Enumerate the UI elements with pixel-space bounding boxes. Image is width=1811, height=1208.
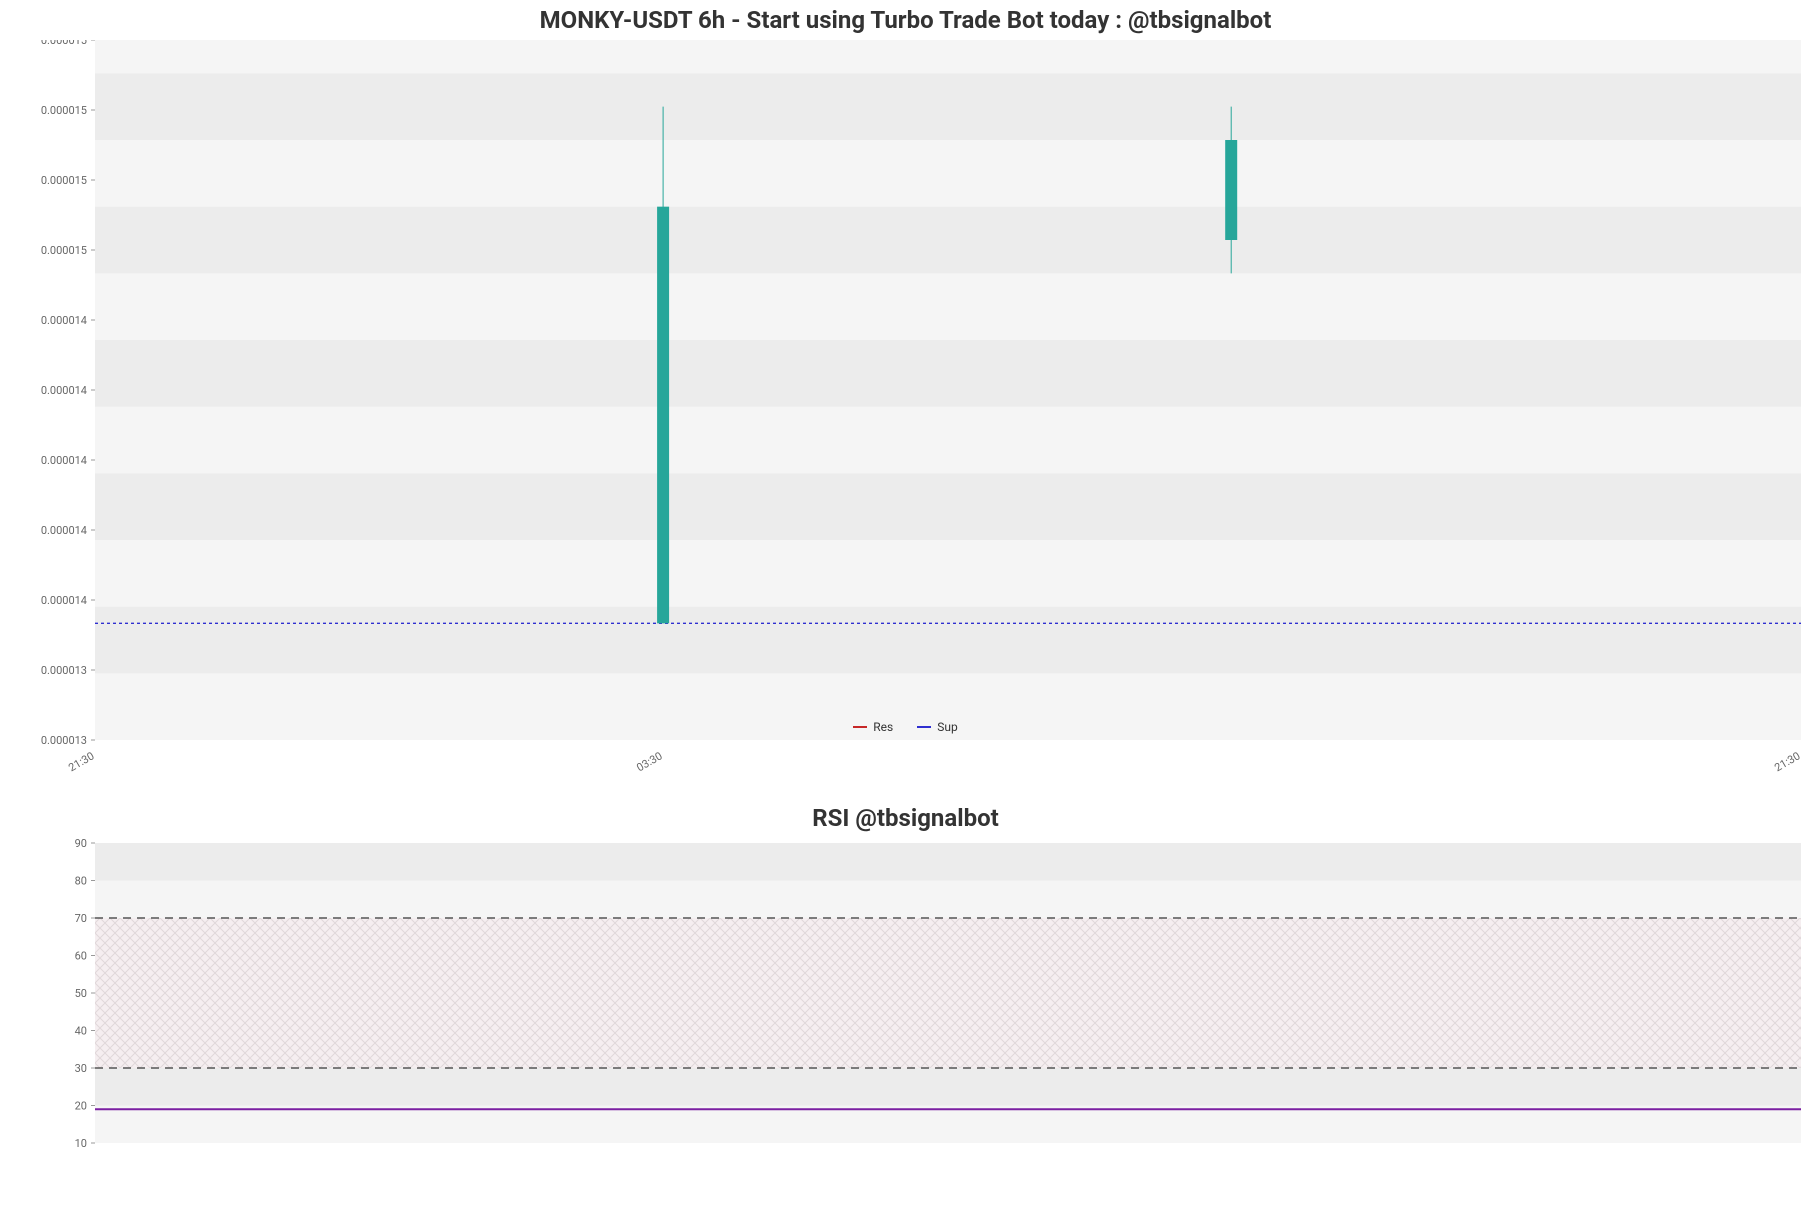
rsi-y-tick-label: 70 [75, 912, 87, 925]
rsi-y-tick-label: 50 [75, 987, 87, 1000]
main-chart-title: MONKY-USDT 6h - Start using Turbo Trade … [0, 6, 1811, 34]
page-root: MONKY-USDT 6h - Start using Turbo Trade … [0, 0, 1811, 1208]
rsi-y-tick-label: 90 [75, 838, 87, 850]
legend-item: Res [853, 720, 893, 734]
rsi-y-tick-label: 10 [75, 1137, 87, 1150]
y-axis-tick-label: 0.000015 [41, 174, 87, 187]
rsi-neutral-band [95, 918, 1801, 1068]
candle-body [1225, 140, 1237, 240]
y-axis-tick-label: 0.000014 [41, 594, 87, 607]
legend-item: Sup [917, 720, 957, 734]
legend-swatch [917, 726, 931, 728]
y-axis-tick-label: 0.000013 [41, 664, 87, 677]
y-axis-tick-label: 0.000014 [41, 454, 87, 467]
main-candlestick-chart: 0.000015 0.000015 0.000015 0.000015 0.000014… [25, 40, 1811, 800]
x-axis-tick-label: 21:30 [1772, 749, 1802, 774]
y-axis-tick-label: 0.000013 [41, 734, 87, 747]
y-axis-tick-label: 0.000014 [41, 524, 87, 537]
rsi-chart-title: RSI @tbsignalbot [0, 804, 1811, 832]
y-axis-tick-label: 0.000015 [41, 244, 87, 257]
rsi-chart: 10 20 30 40 50 60 70 80 90 [25, 838, 1811, 1158]
legend-label: Res [873, 720, 893, 734]
rsi-y-tick-label: 30 [75, 1062, 87, 1075]
y-axis-tick-label: 0.000014 [41, 314, 87, 327]
y-axis-tick-label: 0.000015 [41, 40, 87, 47]
candle-body [657, 207, 669, 624]
y-axis-tick-label: 0.000014 [41, 384, 87, 397]
main-chart-legend: Res Sup [0, 720, 1811, 734]
rsi-y-tick-label: 40 [75, 1025, 87, 1038]
rsi-y-tick-label: 80 [75, 875, 87, 888]
rsi-y-tick-label: 60 [75, 950, 87, 963]
legend-swatch [853, 726, 867, 728]
legend-label: Sup [937, 720, 957, 734]
y-axis-tick-label: 0.000015 [41, 104, 87, 117]
x-axis-tick-label: 21:30 [66, 749, 96, 774]
rsi-y-tick-label: 20 [75, 1100, 87, 1113]
x-axis-tick-label: 03:30 [634, 749, 664, 774]
